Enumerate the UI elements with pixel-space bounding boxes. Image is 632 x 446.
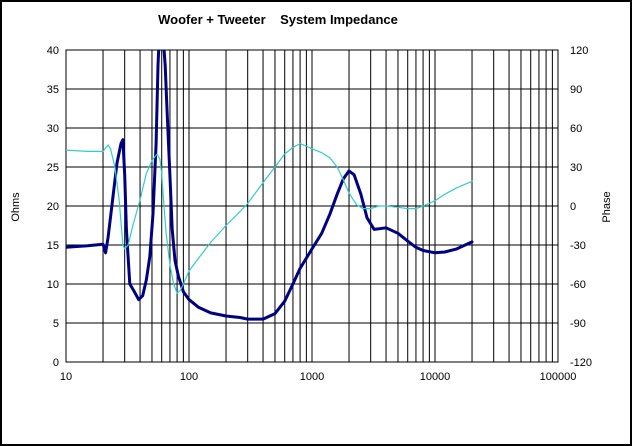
y2-tick-label: -30 xyxy=(570,240,586,252)
x-tick-label: 10000 xyxy=(420,371,451,383)
grid xyxy=(65,49,559,363)
impedance-series-line xyxy=(66,50,474,321)
y2-tick-label: 60 xyxy=(570,123,582,135)
y-tick-label: 10 xyxy=(47,279,59,291)
y-axis-label: Ohms xyxy=(10,192,22,222)
y2-tick-label: 30 xyxy=(570,162,582,174)
y2-tick-label: 0 xyxy=(570,201,576,213)
tick-labels: 0 5 10 15 20 25 30 35 40 -120 -90 -60 -30 0 30 60 90 120 1… xyxy=(47,45,592,383)
y-tick-label: 30 xyxy=(47,123,59,135)
plot-border xyxy=(65,49,559,363)
phase-series-line xyxy=(66,143,473,294)
y-tick-label: 40 xyxy=(47,45,59,57)
y2-tick-label: -90 xyxy=(570,318,586,330)
chart-title: Woofer + Tweeter System Impedance xyxy=(158,12,398,27)
y-tick-label: 20 xyxy=(47,201,59,213)
x-tick-label: 100000 xyxy=(540,371,577,383)
x-tick-label: 10 xyxy=(60,371,72,383)
y-tick-label: 0 xyxy=(53,357,59,369)
y-tick-label: 25 xyxy=(47,162,59,174)
y-tick-label: 5 xyxy=(53,318,59,330)
y-tick-label: 15 xyxy=(47,240,59,252)
y-tick-label: 35 xyxy=(47,84,59,96)
y2-axis-label: Phase xyxy=(601,191,613,222)
y2-tick-label: -60 xyxy=(570,279,586,291)
series-layer xyxy=(66,50,474,321)
y2-tick-label: 120 xyxy=(570,45,588,57)
x-tick-label: 100 xyxy=(180,371,198,383)
y2-tick-label: 90 xyxy=(570,84,582,96)
x-tick-label: 1000 xyxy=(300,371,324,383)
y2-tick-label: -120 xyxy=(570,357,592,369)
